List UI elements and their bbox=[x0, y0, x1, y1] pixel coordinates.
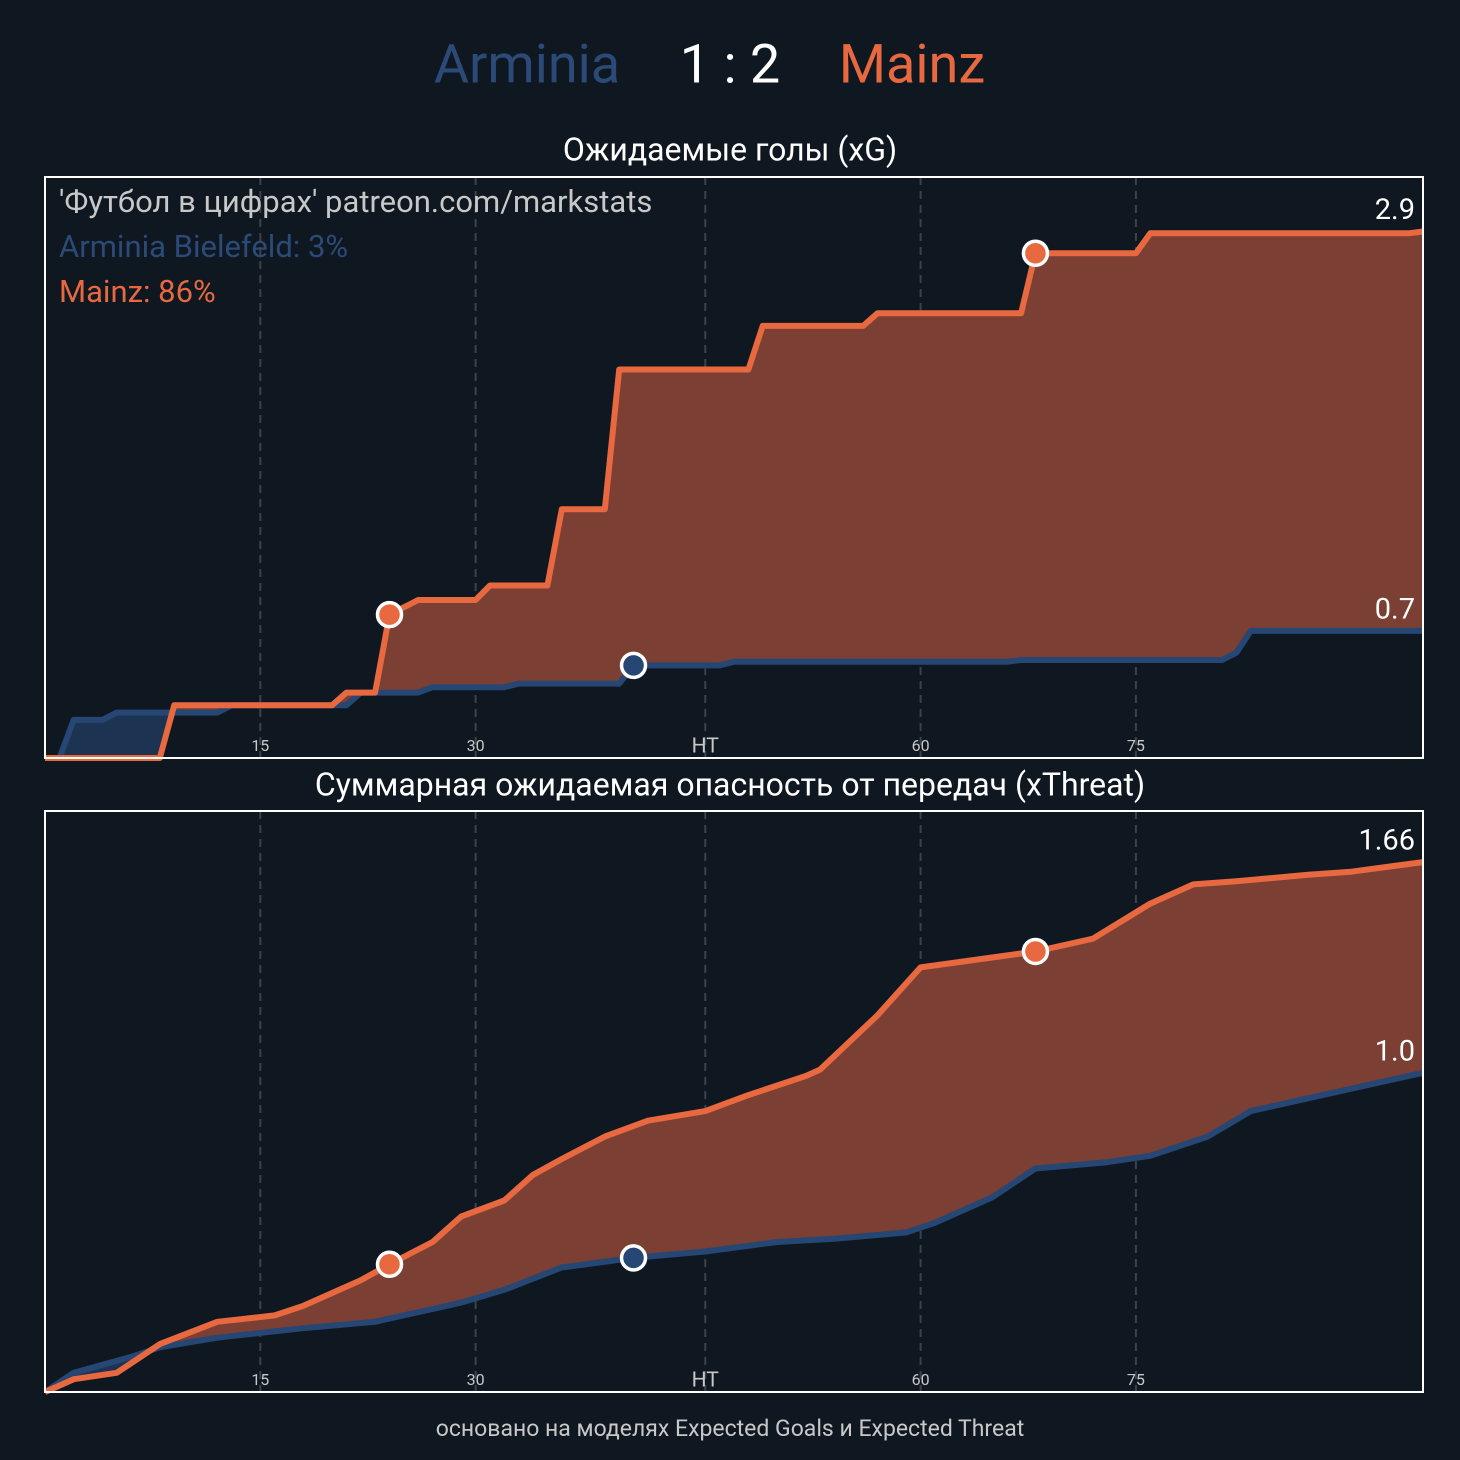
goal-marker bbox=[1021, 239, 1050, 268]
x-tick-label: HT bbox=[692, 1369, 720, 1393]
annotation: 'Футбол в цифрах' patreon.com/markstats bbox=[59, 183, 652, 220]
x-tick-label: 60 bbox=[912, 736, 930, 755]
chart-title: Ожидаемые голы (xG) bbox=[563, 130, 897, 168]
end-label: 2.9 bbox=[1375, 193, 1415, 227]
series-line bbox=[43, 1069, 1424, 1395]
plot-frame bbox=[44, 810, 1424, 1393]
end-label: 1.0 bbox=[1375, 1034, 1415, 1068]
goal-marker bbox=[1021, 937, 1050, 966]
series-line bbox=[43, 859, 1424, 1395]
x-tick-label: 30 bbox=[467, 736, 485, 755]
annotation: Mainz: 86% bbox=[59, 273, 216, 310]
goal-marker bbox=[619, 651, 648, 680]
x-tick-label: 15 bbox=[251, 1370, 269, 1389]
x-tick-label: HT bbox=[692, 735, 720, 759]
away-team: Mainz bbox=[839, 33, 985, 96]
footer: основано на моделях Expected Goals и Exp… bbox=[436, 1415, 1025, 1442]
goal-marker bbox=[375, 1250, 404, 1279]
series-line bbox=[45, 627, 1423, 761]
end-label: 0.7 bbox=[1375, 593, 1415, 627]
x-tick-label: 75 bbox=[1127, 1370, 1145, 1389]
x-tick-label: 75 bbox=[1127, 736, 1145, 755]
x-tick-label: 15 bbox=[251, 736, 269, 755]
home-team: Arminia bbox=[434, 33, 620, 96]
x-tick-label: 30 bbox=[467, 1370, 485, 1389]
x-tick-label: 60 bbox=[912, 1370, 930, 1389]
goal-marker bbox=[375, 600, 404, 629]
goal-marker bbox=[619, 1244, 648, 1272]
chart-title: Суммарная ожидаемая опасность от передач… bbox=[315, 765, 1145, 803]
end-label: 1.66 bbox=[1358, 824, 1415, 858]
plot-frame bbox=[44, 176, 1424, 759]
score: 1 : 2 bbox=[680, 33, 781, 96]
annotation: Arminia Bielefeld: 3% bbox=[59, 228, 348, 265]
